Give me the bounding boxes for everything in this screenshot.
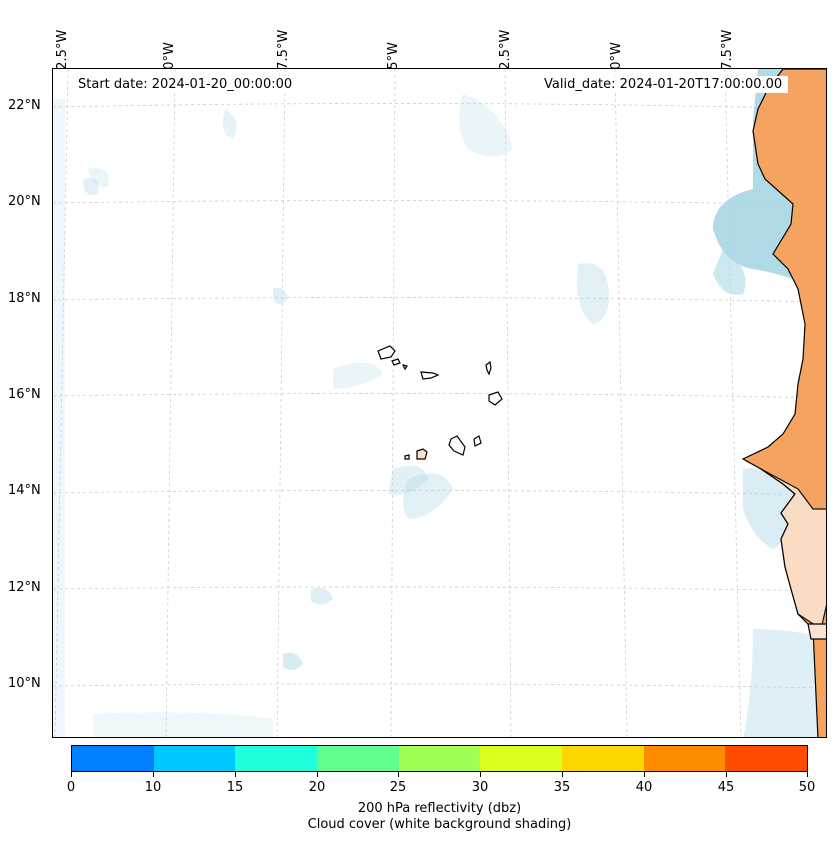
colorbar-segment — [562, 746, 644, 771]
colorbar-tickmark — [562, 772, 563, 777]
colorbar-tickmark — [398, 772, 399, 777]
valid-date-label: Valid_date: 2024-01-20T17:00:00.00 — [538, 76, 789, 93]
colorbar-tickmark — [644, 772, 645, 777]
colorbar-segment — [235, 746, 318, 771]
lat-label-18n: 18°N — [8, 291, 41, 306]
colorbar-sublabel: Cloud cover (white background shading) — [307, 817, 572, 832]
colorbar-tick-20: 20 — [308, 780, 326, 795]
colorbar-tick-50: 50 — [798, 780, 816, 795]
colorbar-segment — [480, 746, 563, 771]
lat-label-10n: 10°N — [8, 676, 41, 691]
colorbar-tick-40: 40 — [635, 780, 653, 795]
colorbar-tickmark — [153, 772, 154, 777]
cloud-cover — [53, 69, 826, 737]
colorbar-tickmark — [480, 772, 481, 777]
african-coast — [741, 69, 826, 737]
colorbar-tick-10: 10 — [144, 780, 162, 795]
start-date-label: Start date: 2024-01-20_00:00:00 — [72, 76, 299, 93]
colorbar-tick-35: 35 — [553, 780, 571, 795]
graticule — [53, 69, 826, 737]
colorbar-segment — [725, 746, 808, 771]
lat-label-16n: 16°N — [8, 387, 41, 402]
map-panel[interactable] — [52, 68, 827, 738]
colorbar-segment — [643, 746, 726, 771]
lat-label-20n: 20°N — [8, 194, 41, 209]
lat-label-22n: 22°N — [8, 98, 41, 113]
colorbar-tickmark — [807, 772, 808, 777]
colorbar-segment — [72, 746, 154, 771]
colorbar-segment — [153, 746, 236, 771]
map-canvas — [53, 69, 826, 737]
colorbar-segment — [317, 746, 399, 771]
colorbar-tick-0: 0 — [66, 780, 76, 795]
colorbar-label: 200 hPa reflectivity (dbz) — [357, 801, 522, 816]
colorbar-tickmark — [235, 772, 236, 777]
colorbar-tickmark — [71, 772, 72, 777]
cape-verde-islands — [377, 345, 503, 460]
reflectivity-colorbar — [71, 745, 808, 772]
colorbar-tickmark — [726, 772, 727, 777]
colorbar-segment — [398, 746, 481, 771]
colorbar-tick-30: 30 — [471, 780, 489, 795]
colorbar-tick-25: 25 — [389, 780, 407, 795]
colorbar-tick-45: 45 — [717, 780, 735, 795]
lat-label-12n: 12°N — [8, 580, 41, 595]
colorbar-tick-15: 15 — [226, 780, 244, 795]
lat-label-14n: 14°N — [8, 483, 41, 498]
colorbar-tickmark — [317, 772, 318, 777]
